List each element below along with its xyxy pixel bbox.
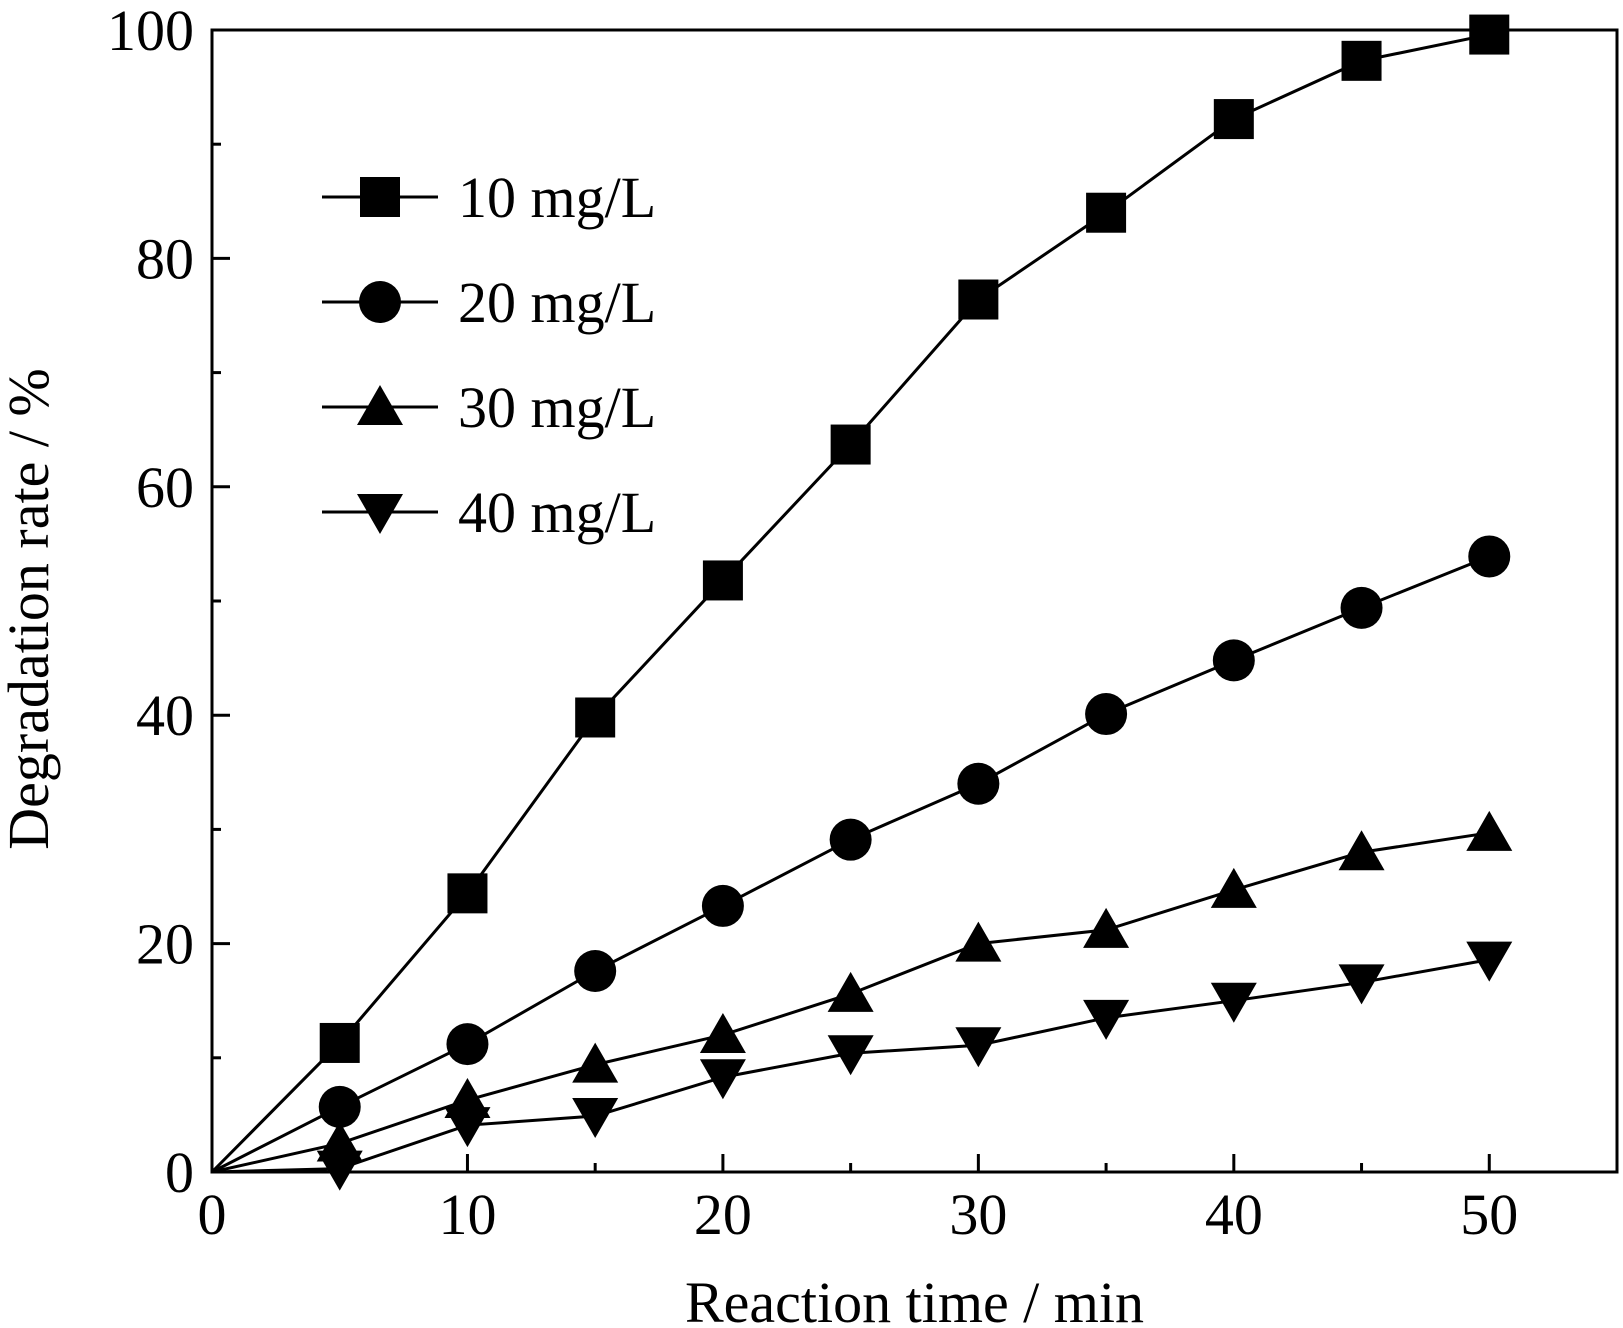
data-point [957, 762, 1000, 805]
legend-label: 30 mg/L [458, 375, 656, 440]
legend-marker [359, 281, 401, 323]
x-tick-label: 40 [1205, 1182, 1263, 1247]
series-2 [211, 535, 1511, 1174]
data-point [958, 279, 999, 320]
y-tick-label: 100 [107, 0, 194, 63]
data-point [444, 1107, 491, 1148]
y-tick-label: 80 [136, 226, 194, 291]
y-tick-label: 0 [165, 1140, 194, 1205]
data-point [702, 560, 743, 601]
y-axis-title: Degradation rate / % [0, 368, 61, 850]
data-point [1466, 810, 1513, 851]
data-point [574, 950, 617, 993]
data-point [829, 818, 872, 861]
series-line [211, 555, 1490, 1174]
legend-entry: 20 mg/L [322, 270, 656, 335]
x-tick-label: 10 [438, 1182, 496, 1247]
legend-label: 20 mg/L [458, 270, 656, 335]
data-point [447, 873, 488, 914]
data-point [1085, 693, 1128, 736]
data-point [575, 697, 616, 738]
legend-label: 40 mg/L [458, 480, 656, 545]
data-point [1210, 867, 1257, 908]
data-point [827, 1035, 874, 1076]
legend-marker [360, 177, 400, 217]
plot-area-frame [210, 28, 1619, 1174]
data-point [1086, 192, 1127, 233]
data-point [572, 1098, 619, 1139]
x-tick-label: 50 [1460, 1182, 1518, 1247]
data-point [1083, 999, 1130, 1040]
data-point [1466, 941, 1513, 982]
data-point [316, 1150, 363, 1191]
data-point [446, 1023, 489, 1066]
series-3 [211, 810, 1513, 1174]
data-point [318, 1085, 361, 1128]
x-tick-label: 0 [198, 1182, 227, 1247]
data-point [1341, 40, 1382, 81]
data-point [1083, 907, 1130, 948]
series-4 [211, 941, 1513, 1191]
data-point [830, 424, 871, 465]
data-point [1212, 639, 1255, 682]
data-point [1340, 586, 1383, 629]
data-point [699, 1059, 746, 1100]
data-point [1468, 535, 1511, 578]
legend-label: 10 mg/L [458, 165, 656, 230]
x-axis-title: Reaction time / min [685, 1270, 1144, 1328]
x-tick-label: 20 [694, 1182, 752, 1247]
legend-marker [357, 385, 403, 425]
data-point [319, 1022, 360, 1063]
y-tick-label: 60 [136, 455, 194, 520]
data-point [955, 921, 1002, 962]
data-point [699, 1012, 746, 1053]
data-point [701, 884, 744, 927]
data-point [572, 1042, 619, 1083]
series-1 [210, 14, 1510, 1174]
data-point [827, 971, 874, 1012]
legend-entry: 30 mg/L [322, 375, 656, 440]
data-point [1469, 14, 1510, 55]
legend-entry: 10 mg/L [322, 165, 656, 230]
data-point [1210, 982, 1257, 1023]
data-point [1338, 830, 1385, 871]
data-point [1338, 964, 1385, 1005]
x-tick-label: 30 [949, 1182, 1007, 1247]
data-point [1213, 99, 1254, 140]
legend-entry: 40 mg/L [322, 480, 656, 545]
data-point [955, 1027, 1002, 1068]
y-tick-label: 20 [136, 912, 194, 977]
y-tick-label: 40 [136, 683, 194, 748]
legend-marker [357, 494, 403, 534]
